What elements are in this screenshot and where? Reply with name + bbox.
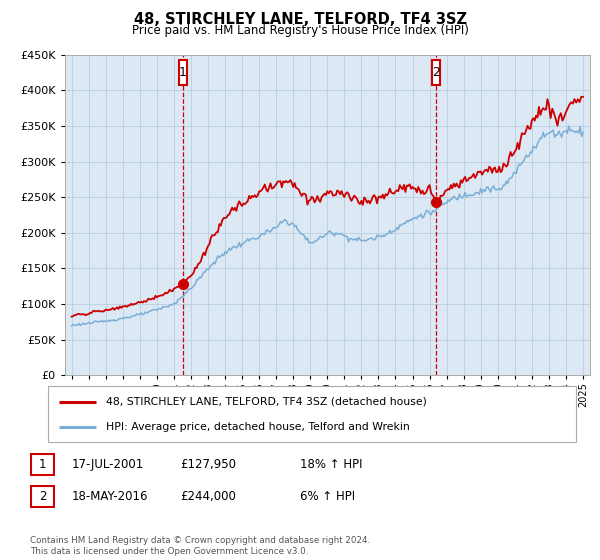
Text: 48, STIRCHLEY LANE, TELFORD, TF4 3SZ: 48, STIRCHLEY LANE, TELFORD, TF4 3SZ <box>133 12 467 27</box>
Text: 18% ↑ HPI: 18% ↑ HPI <box>300 458 362 472</box>
FancyBboxPatch shape <box>31 454 54 475</box>
Text: HPI: Average price, detached house, Telford and Wrekin: HPI: Average price, detached house, Telf… <box>106 422 410 432</box>
Text: 48, STIRCHLEY LANE, TELFORD, TF4 3SZ (detached house): 48, STIRCHLEY LANE, TELFORD, TF4 3SZ (de… <box>106 396 427 407</box>
Text: £127,950: £127,950 <box>180 458 236 472</box>
FancyBboxPatch shape <box>31 486 54 507</box>
Text: Contains HM Land Registry data © Crown copyright and database right 2024.
This d: Contains HM Land Registry data © Crown c… <box>30 536 370 556</box>
FancyBboxPatch shape <box>433 60 440 85</box>
Text: 2: 2 <box>39 490 46 503</box>
Text: 2: 2 <box>432 66 440 79</box>
Text: £244,000: £244,000 <box>180 490 236 503</box>
Text: Price paid vs. HM Land Registry's House Price Index (HPI): Price paid vs. HM Land Registry's House … <box>131 24 469 36</box>
Text: 1: 1 <box>39 458 46 472</box>
Text: 1: 1 <box>179 66 187 79</box>
FancyBboxPatch shape <box>179 60 187 85</box>
Text: 18-MAY-2016: 18-MAY-2016 <box>72 490 149 503</box>
Text: 6% ↑ HPI: 6% ↑ HPI <box>300 490 355 503</box>
Text: 17-JUL-2001: 17-JUL-2001 <box>72 458 144 472</box>
FancyBboxPatch shape <box>48 386 576 442</box>
